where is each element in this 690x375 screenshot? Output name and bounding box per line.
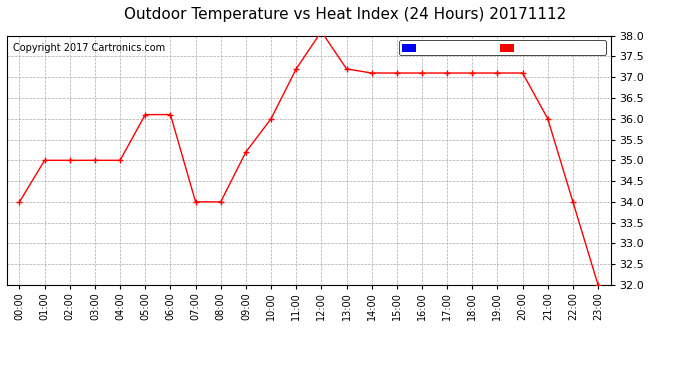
Legend: Heat Index  (°F), Temperature  (°F): Heat Index (°F), Temperature (°F) bbox=[400, 40, 606, 56]
Text: Outdoor Temperature vs Heat Index (24 Hours) 20171112: Outdoor Temperature vs Heat Index (24 Ho… bbox=[124, 8, 566, 22]
Text: Copyright 2017 Cartronics.com: Copyright 2017 Cartronics.com bbox=[13, 43, 165, 53]
